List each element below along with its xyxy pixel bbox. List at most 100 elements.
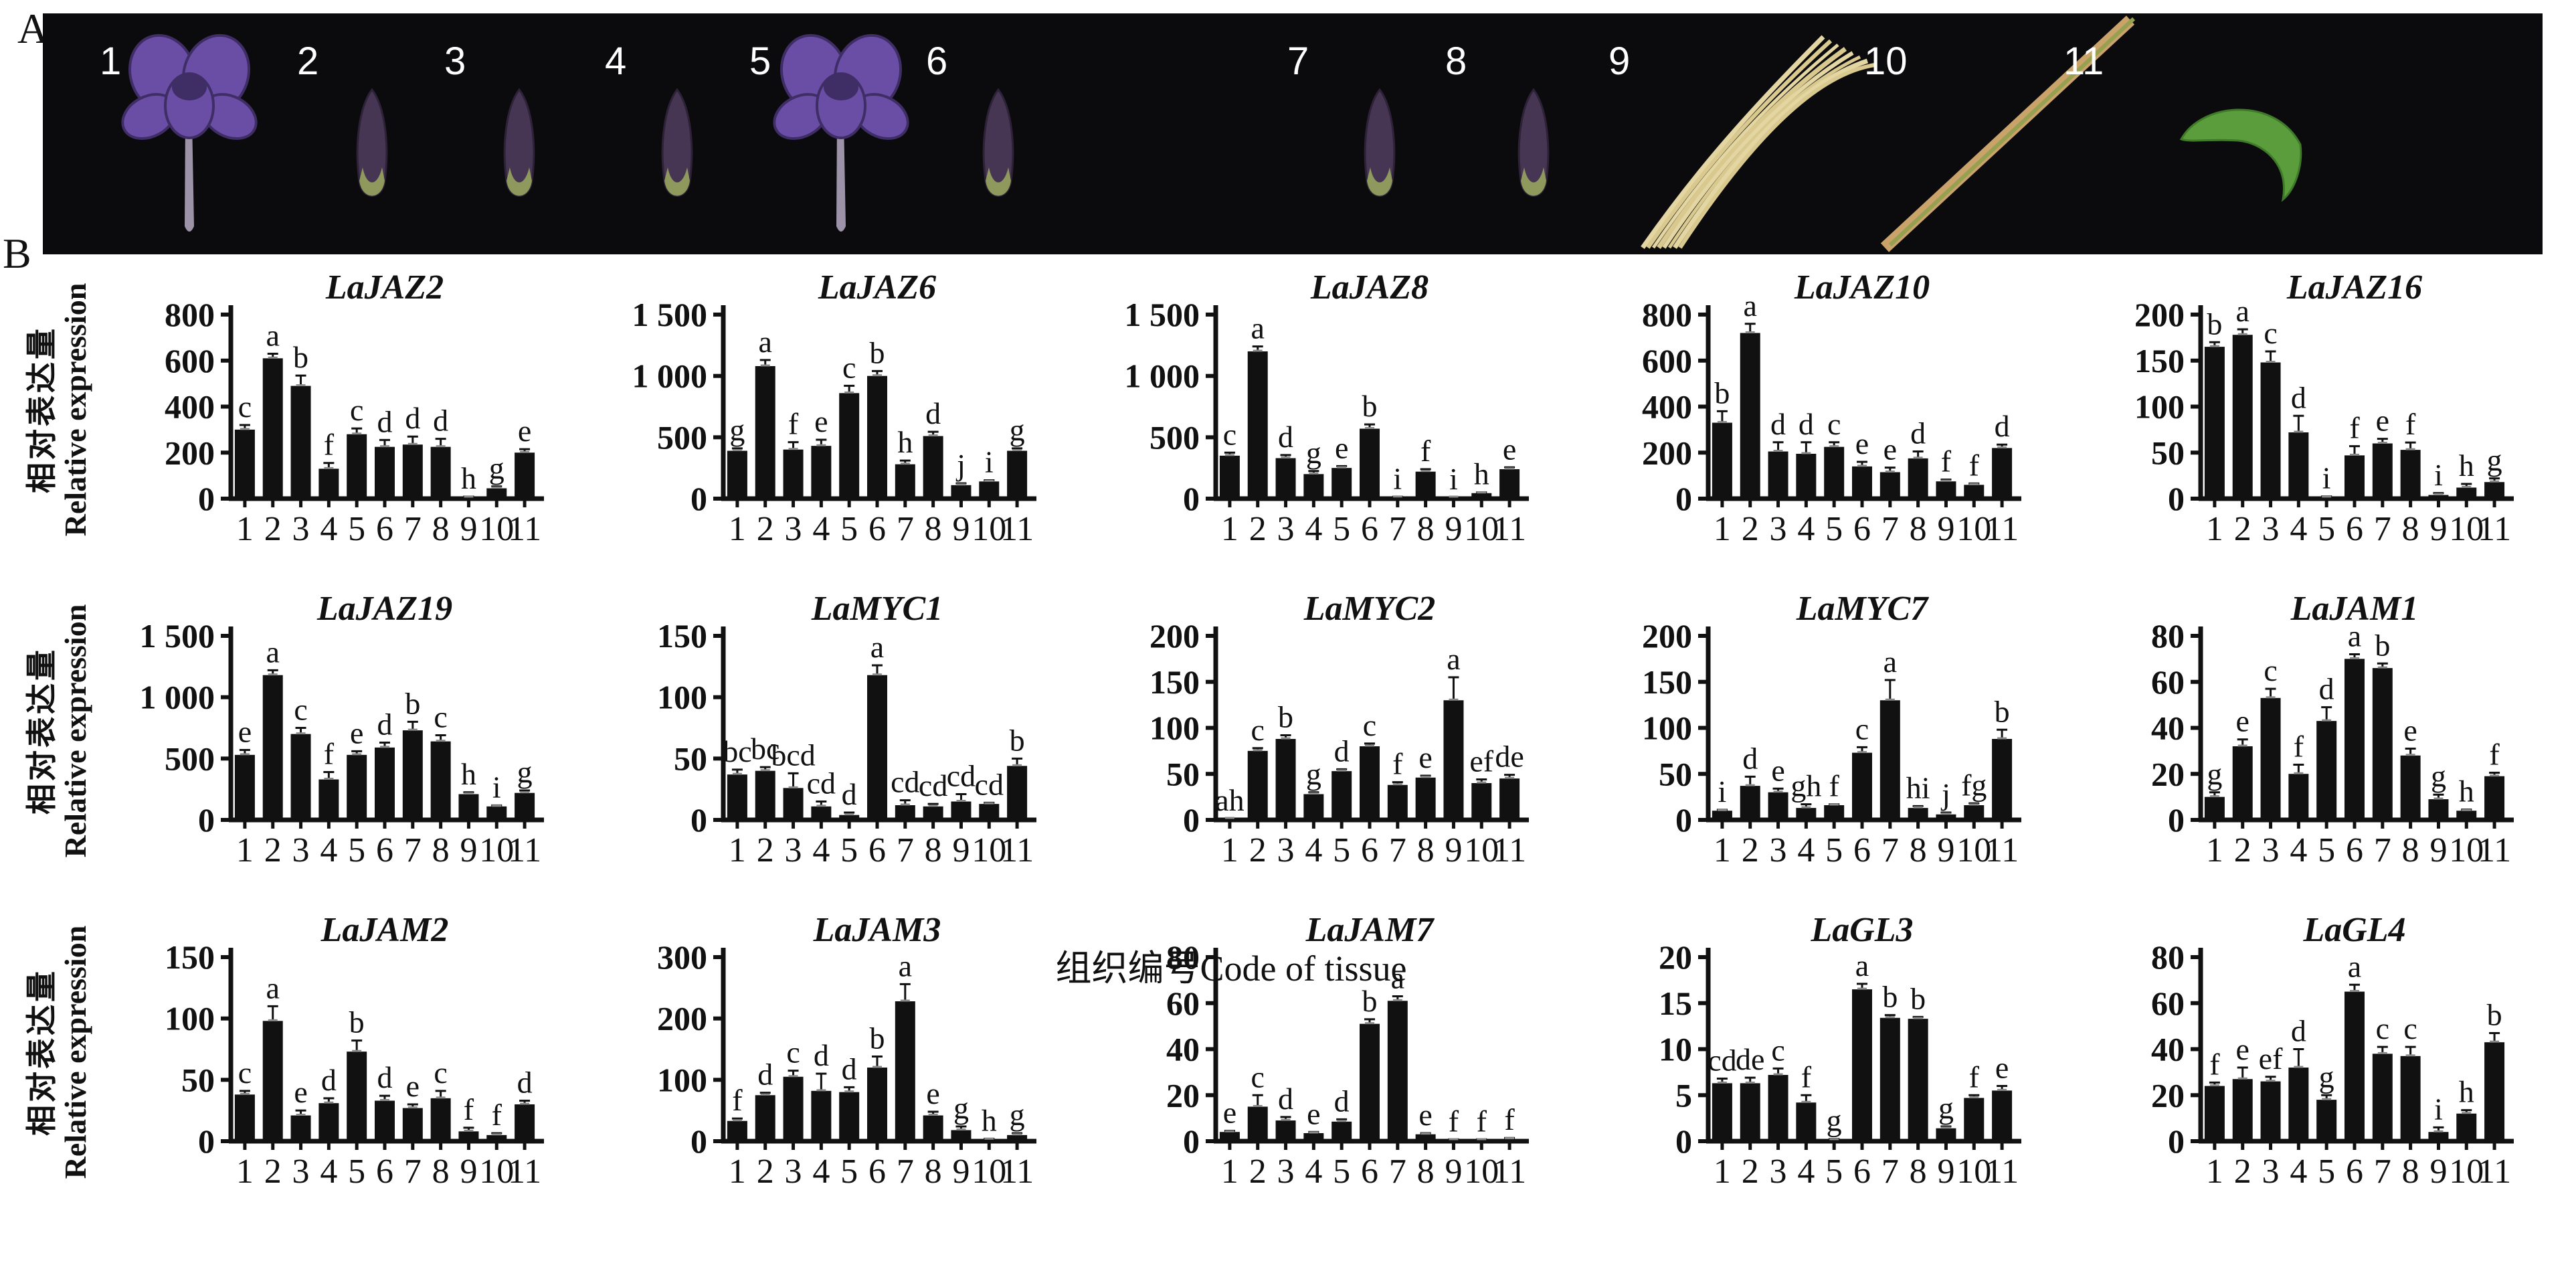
bar [1499, 469, 1520, 499]
significance-letter: c [1363, 708, 1376, 742]
bar [951, 485, 972, 499]
y-tick-label: 200 [657, 1000, 707, 1037]
significance-letter: d [377, 1060, 393, 1094]
error-bar [984, 479, 995, 482]
bar [1852, 752, 1872, 820]
error-bar [1968, 802, 1980, 806]
significance-letter: a [870, 630, 884, 664]
bar [347, 1051, 367, 1141]
bud-icon [1517, 88, 1550, 197]
x-tick-label: 3 [785, 510, 802, 548]
chart-title: LaJAZ10 [1794, 268, 1930, 307]
bar [1768, 792, 1788, 820]
x-tick-label: 9 [952, 831, 970, 869]
tissue-photo-strip: 1 2 3 4 5 6 7 [43, 13, 2543, 254]
bar [1415, 471, 1436, 499]
bar [515, 792, 535, 820]
x-tick-label: 2 [757, 1153, 774, 1191]
bar [402, 444, 423, 499]
error-bar [463, 1126, 474, 1132]
significance-letter: g [2207, 757, 2222, 791]
x-tick-label: 9 [1937, 831, 1954, 869]
bar [1992, 1090, 2013, 1141]
significance-letter: d [1770, 407, 1786, 441]
tissue-number: 6 [926, 39, 948, 83]
bar [1360, 1023, 1380, 1141]
x-tick-label: 4 [2290, 510, 2307, 548]
significance-letter: h [2459, 448, 2474, 483]
x-tick-label: 2 [264, 1153, 282, 1191]
bar [1852, 466, 1872, 499]
significance-letter: g [1306, 757, 1321, 791]
bar [2316, 497, 2337, 499]
error-bar [844, 811, 855, 816]
significance-letter: b [293, 340, 308, 374]
y-tick-label: 200 [165, 434, 215, 471]
significance-letter: e [406, 1069, 420, 1103]
chart-LaGL4: LaGL4 0 20 40 60 80 f 1 e 2 ef 3 d 4 g 5 a 6 [2070, 910, 2563, 1211]
x-tick-label: 2 [1249, 510, 1267, 548]
bar-chart: LaJAZ19 0 500 1 000 1 500 e 1 a 2 c 3 f 4 e 5 d 6 [140, 590, 544, 869]
significance-letter: f [492, 1098, 502, 1132]
error-bar [816, 801, 827, 807]
error-bar [955, 1125, 967, 1130]
significance-letter: d [842, 1051, 857, 1086]
bar [375, 747, 395, 820]
y-tick-label: 20 [1166, 1076, 1200, 1114]
significance-letter: e [1503, 432, 1516, 466]
x-tick-label: 5 [840, 1153, 858, 1191]
significance-letter: de [1495, 740, 1524, 774]
y-tick-label: 0 [1675, 1122, 1692, 1160]
x-tick-label: 6 [1361, 831, 1378, 869]
bar [2400, 1056, 2421, 1141]
significance-letter: h [461, 461, 476, 495]
error-bar [759, 359, 771, 367]
leaf-icon [2179, 108, 2302, 202]
bar [1879, 472, 1900, 499]
y-tick-label: 100 [1642, 709, 1692, 747]
error-bar [1772, 787, 1784, 793]
bar [755, 1095, 775, 1141]
y-tick-label: 200 [1642, 617, 1692, 655]
significance-letter: g [2431, 759, 2446, 793]
y-tick-label: 1 000 [632, 357, 708, 395]
x-tick-label: 8 [432, 1153, 450, 1191]
significance-letter: e [2376, 404, 2389, 438]
error-bar [351, 1039, 363, 1052]
significance-letter: d [1278, 420, 1293, 454]
error-bar [1968, 482, 1980, 485]
tissue-photo [1866, 15, 2154, 254]
error-bar [2433, 793, 2444, 800]
significance-letter: h [2459, 1075, 2474, 1109]
significance-letter: b [1882, 980, 1898, 1014]
significance-letter: e [518, 414, 531, 448]
x-tick-label: 5 [1333, 510, 1350, 548]
bar [2316, 721, 2337, 820]
x-tick-label: 11 [2478, 510, 2511, 548]
error-bar [407, 720, 418, 731]
bar [318, 779, 339, 820]
y-tick-label: 800 [1642, 296, 1692, 333]
error-bar [1857, 746, 1867, 754]
significance-letter: e [1223, 1096, 1236, 1130]
bar [811, 806, 832, 820]
chart-title: LaMYC2 [1303, 590, 1435, 628]
significance-letter: i [1449, 462, 1458, 496]
bar [923, 1115, 943, 1141]
y-tick-label: 50 [1166, 755, 1200, 792]
y-tick-label: 500 [1149, 418, 1200, 456]
tissue-photo [972, 86, 1025, 213]
significance-letter: i [492, 770, 501, 804]
error-bar [1772, 1067, 1784, 1076]
error-bar [1280, 1116, 1291, 1121]
significance-letter: b [1714, 375, 1730, 410]
x-tick-label: 9 [1445, 1153, 1462, 1191]
significance-letter: d [321, 1063, 337, 1097]
significance-letter: d [1995, 409, 2010, 443]
significance-letter: b [1278, 700, 1293, 734]
error-bar [1448, 1138, 1459, 1141]
x-tick-label: 11 [1493, 1153, 1526, 1191]
significance-letter: e [1418, 740, 1432, 774]
significance-letter: b [405, 686, 420, 720]
error-bar [1336, 768, 1348, 772]
